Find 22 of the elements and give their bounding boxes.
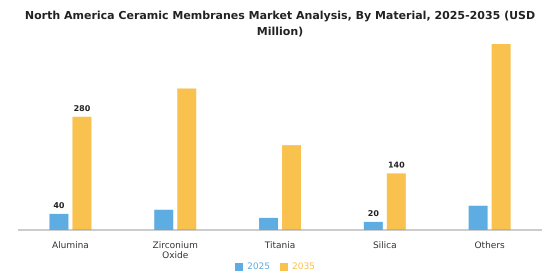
bar: [72, 116, 92, 230]
data-label: 40: [53, 200, 65, 210]
x-tick-label: Silica: [372, 241, 397, 251]
bar: [177, 88, 196, 230]
chart-title: North America Ceramic Membranes Market Analysis, By Material, 2025-2035 (USD Million): [24, 8, 536, 38]
legend-label: 2035: [292, 262, 315, 272]
legend-label: 2025: [247, 262, 270, 272]
bar: [259, 218, 278, 230]
bar: [364, 222, 383, 230]
x-tick-label: Alumina: [52, 241, 89, 251]
data-label: 280: [74, 104, 91, 113]
bar: [282, 145, 302, 230]
x-tick-label: Zirconium Oxide: [152, 241, 198, 261]
data-label: 20: [368, 208, 380, 218]
x-tick-label: Titania: [264, 241, 296, 251]
x-tick-label: Others: [474, 241, 506, 251]
bar: [49, 214, 68, 230]
data-label: 140: [388, 160, 406, 170]
bar: [386, 173, 406, 230]
bar: [154, 210, 174, 230]
bar: [468, 206, 488, 230]
bar: [492, 44, 511, 230]
